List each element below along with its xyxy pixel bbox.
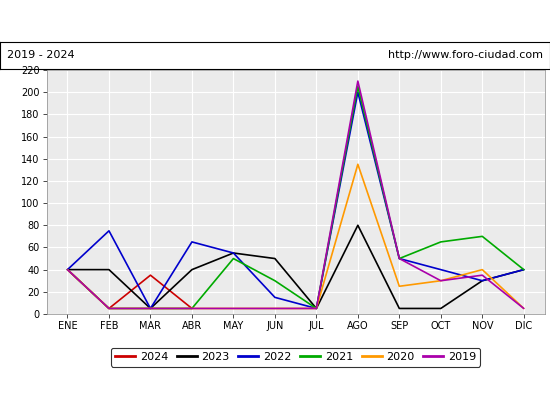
Legend: 2024, 2023, 2022, 2021, 2020, 2019: 2024, 2023, 2022, 2021, 2020, 2019 <box>111 348 481 366</box>
Text: http://www.foro-ciudad.com: http://www.foro-ciudad.com <box>388 50 543 60</box>
Text: 2019 - 2024: 2019 - 2024 <box>7 50 74 60</box>
Text: Evolucion Nº Turistas Nacionales en el municipio de Chercos: Evolucion Nº Turistas Nacionales en el m… <box>54 14 496 28</box>
